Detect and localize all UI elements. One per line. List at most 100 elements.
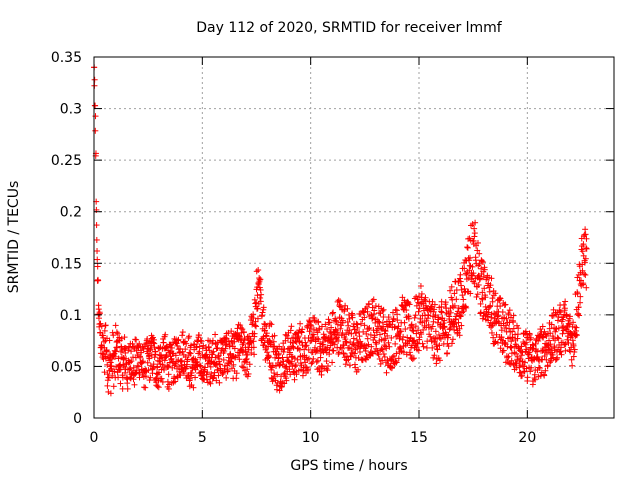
scatter-point [513, 350, 520, 357]
scatter-point [365, 325, 372, 332]
scatter-point [268, 321, 275, 328]
scatter-point [539, 323, 546, 330]
scatter-point [240, 329, 247, 336]
scatter-point [271, 332, 278, 339]
scatter-point [139, 359, 146, 366]
scatter-point [467, 254, 474, 261]
scatter-point [446, 313, 453, 320]
x-tick-label: 0 [90, 430, 99, 446]
scatter-point [244, 351, 251, 358]
scatter-point [390, 315, 397, 322]
scatter-point [475, 281, 482, 288]
scatter-point [544, 362, 551, 369]
scatter-point [287, 339, 294, 346]
scatter-point [339, 317, 346, 324]
scatter-point [419, 340, 426, 347]
scatter-point [350, 335, 357, 342]
scatter-point [562, 347, 569, 354]
scatter-point [378, 326, 385, 333]
scatter-point [560, 314, 567, 321]
scatter-point [155, 384, 162, 391]
scatter-point [503, 315, 510, 322]
scatter-point [95, 315, 102, 322]
scatter-point [428, 338, 435, 345]
scatter-point [481, 266, 488, 273]
scatter-point [343, 339, 350, 346]
scatter-point [314, 329, 321, 336]
scatter-point [353, 329, 360, 336]
scatter-point [548, 345, 555, 352]
scatter-point [333, 318, 340, 325]
scatter-point [124, 385, 131, 392]
scatter-point [527, 368, 534, 375]
scatter-point [332, 317, 339, 324]
scatter-point [111, 347, 118, 354]
scatter-point [240, 364, 247, 371]
scatter-point [552, 328, 559, 335]
scatter-point [179, 348, 186, 355]
scatter-point [175, 336, 182, 343]
scatter-point [378, 346, 385, 353]
scatter-point [532, 376, 539, 383]
scatter-point [547, 341, 554, 348]
scatter-point [535, 337, 542, 344]
scatter-point [371, 307, 378, 314]
scatter-point [418, 331, 425, 338]
scatter-point [142, 384, 149, 391]
scatter-point [146, 355, 153, 362]
scatter-point [128, 348, 135, 355]
scatter-point [504, 343, 511, 350]
scatter-point [219, 371, 226, 378]
scatter-point [151, 344, 158, 351]
scatter-point [581, 231, 588, 238]
scatter-point [351, 342, 358, 349]
scatter-point [216, 355, 223, 362]
scatter-point [302, 343, 309, 350]
scatter-point [255, 267, 262, 274]
scatter-point [372, 339, 379, 346]
scatter-point [143, 373, 149, 380]
scatter-point [322, 321, 329, 328]
scatter-point [104, 382, 111, 389]
scatter-point [181, 370, 188, 377]
scatter-point [447, 325, 454, 332]
scatter-point [394, 311, 401, 318]
scatter-point [220, 356, 227, 363]
scatter-point [273, 386, 280, 393]
scatter-point [315, 319, 322, 326]
scatter-point [165, 363, 172, 370]
scatter-point [95, 277, 102, 284]
scatter-point [253, 268, 260, 275]
scatter-point [346, 362, 353, 369]
scatter-point [174, 342, 181, 349]
scatter-point [197, 363, 204, 370]
scatter-point [187, 350, 194, 357]
y-tick-label: 0.35 [51, 50, 82, 66]
scatter-point [92, 102, 99, 109]
scatter-point [130, 376, 137, 383]
scatter-point [571, 346, 578, 353]
scatter-point [126, 366, 133, 373]
scatter-point [442, 299, 449, 306]
scatter-point [377, 331, 383, 338]
scatter-point [381, 353, 388, 360]
scatter-point [210, 348, 217, 355]
scatter-point [505, 353, 512, 360]
scatter-point [308, 322, 315, 329]
scatter-point [125, 347, 132, 354]
scatter-point [248, 349, 255, 356]
scatter-point [108, 362, 115, 369]
scatter-point [154, 383, 161, 390]
scatter-point [513, 360, 520, 367]
scatter-point [506, 307, 513, 314]
scatter-point [338, 345, 345, 352]
scatter-point [417, 283, 424, 290]
scatter-point [188, 342, 195, 349]
scatter-point [283, 363, 290, 370]
scatter-point [346, 315, 353, 322]
scatter-point [471, 230, 478, 237]
scatter-point [415, 347, 422, 354]
scatter-point [104, 361, 111, 368]
scatter-point [467, 290, 474, 297]
